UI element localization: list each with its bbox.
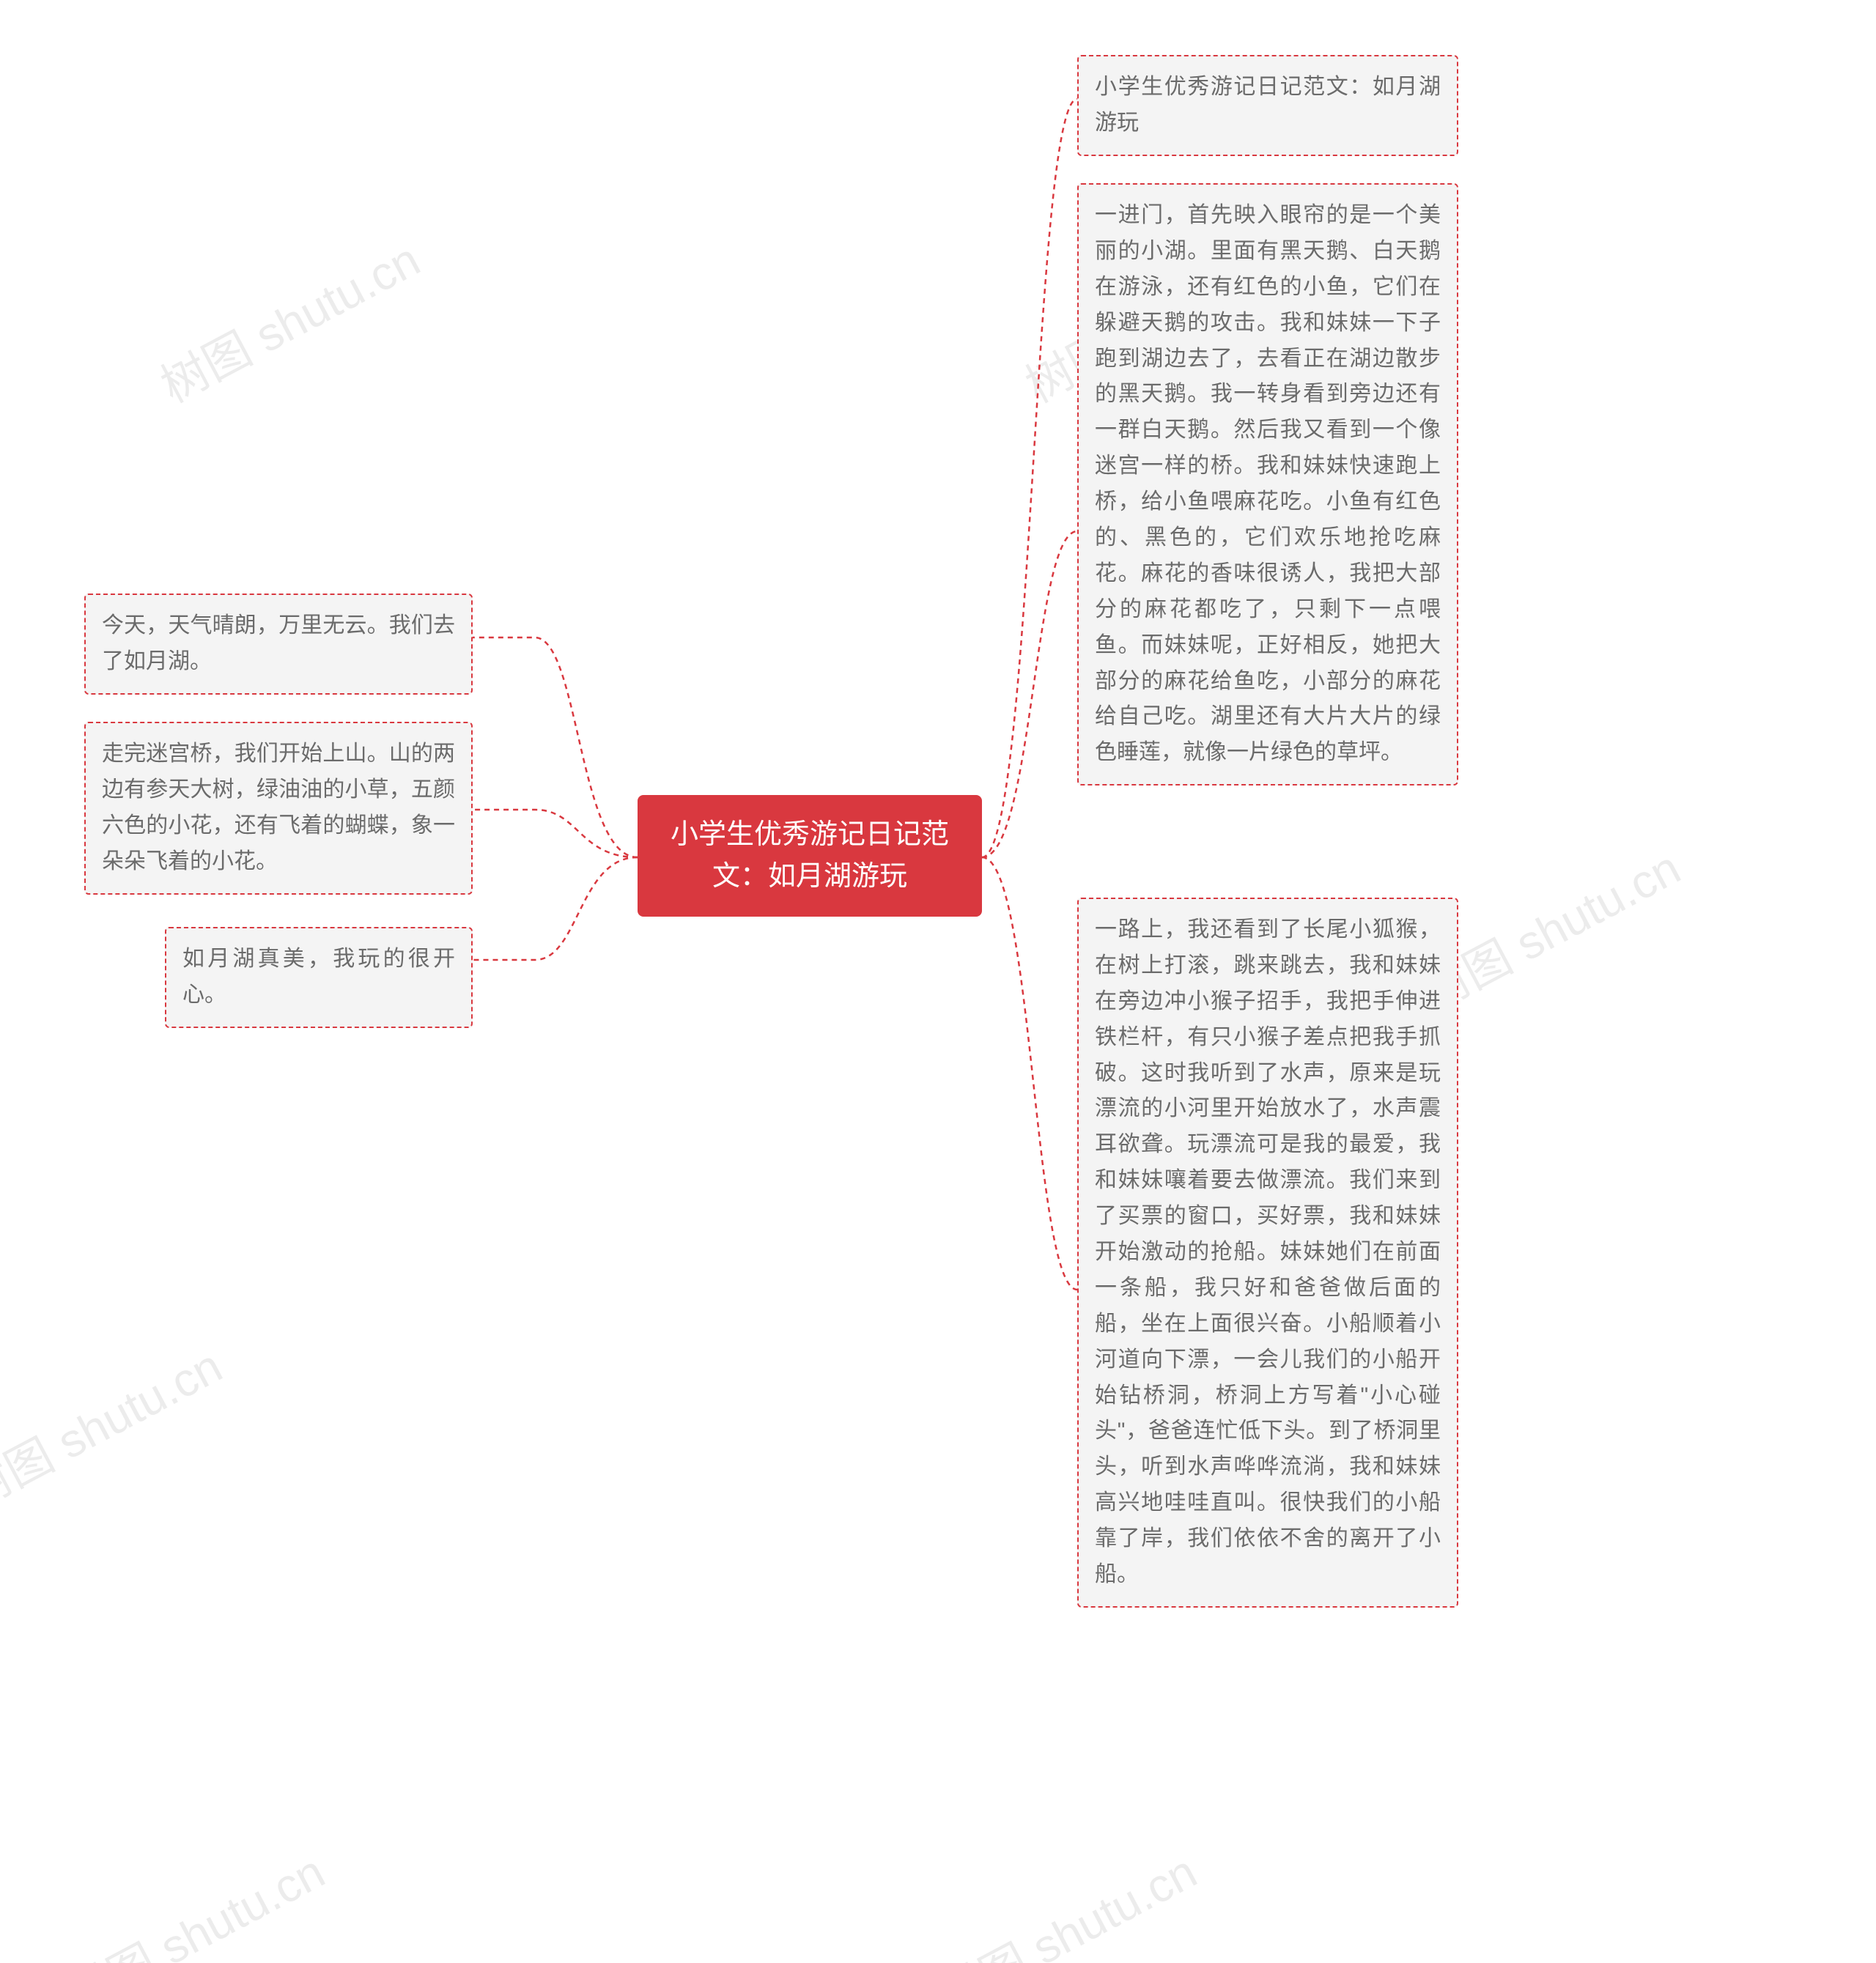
watermark: 树图 shutu.cn xyxy=(52,1835,335,1963)
watermark: 树图 shutu.cn xyxy=(147,223,430,415)
mindmap-left-node: 今天，天气晴朗，万里无云。我们去了如月湖。 xyxy=(84,594,473,695)
mindmap-center-node: 小学生优秀游记日记范文：如月湖游玩 xyxy=(638,795,982,917)
watermark: 树图 shutu.cn xyxy=(0,1329,232,1522)
mindmap-right-node: 一进门，首先映入眼帘的是一个美丽的小湖。里面有黑天鹅、白天鹅在游泳，还有红色的小… xyxy=(1077,183,1458,785)
watermark: 树图 shutu.cn xyxy=(924,1835,1207,1963)
mindmap-right-node: 小学生优秀游记日记范文：如月湖游玩 xyxy=(1077,55,1458,156)
mindmap-right-node: 一路上，我还看到了长尾小狐猴，在树上打滚，跳来跳去，我和妹妹在旁边冲小猴子招手，… xyxy=(1077,898,1458,1608)
mindmap-left-node: 走完迷宫桥，我们开始上山。山的两边有参天大树，绿油油的小草，五颜六色的小花，还有… xyxy=(84,722,473,895)
mindmap-left-node: 如月湖真美，我玩的很开心。 xyxy=(165,927,473,1028)
